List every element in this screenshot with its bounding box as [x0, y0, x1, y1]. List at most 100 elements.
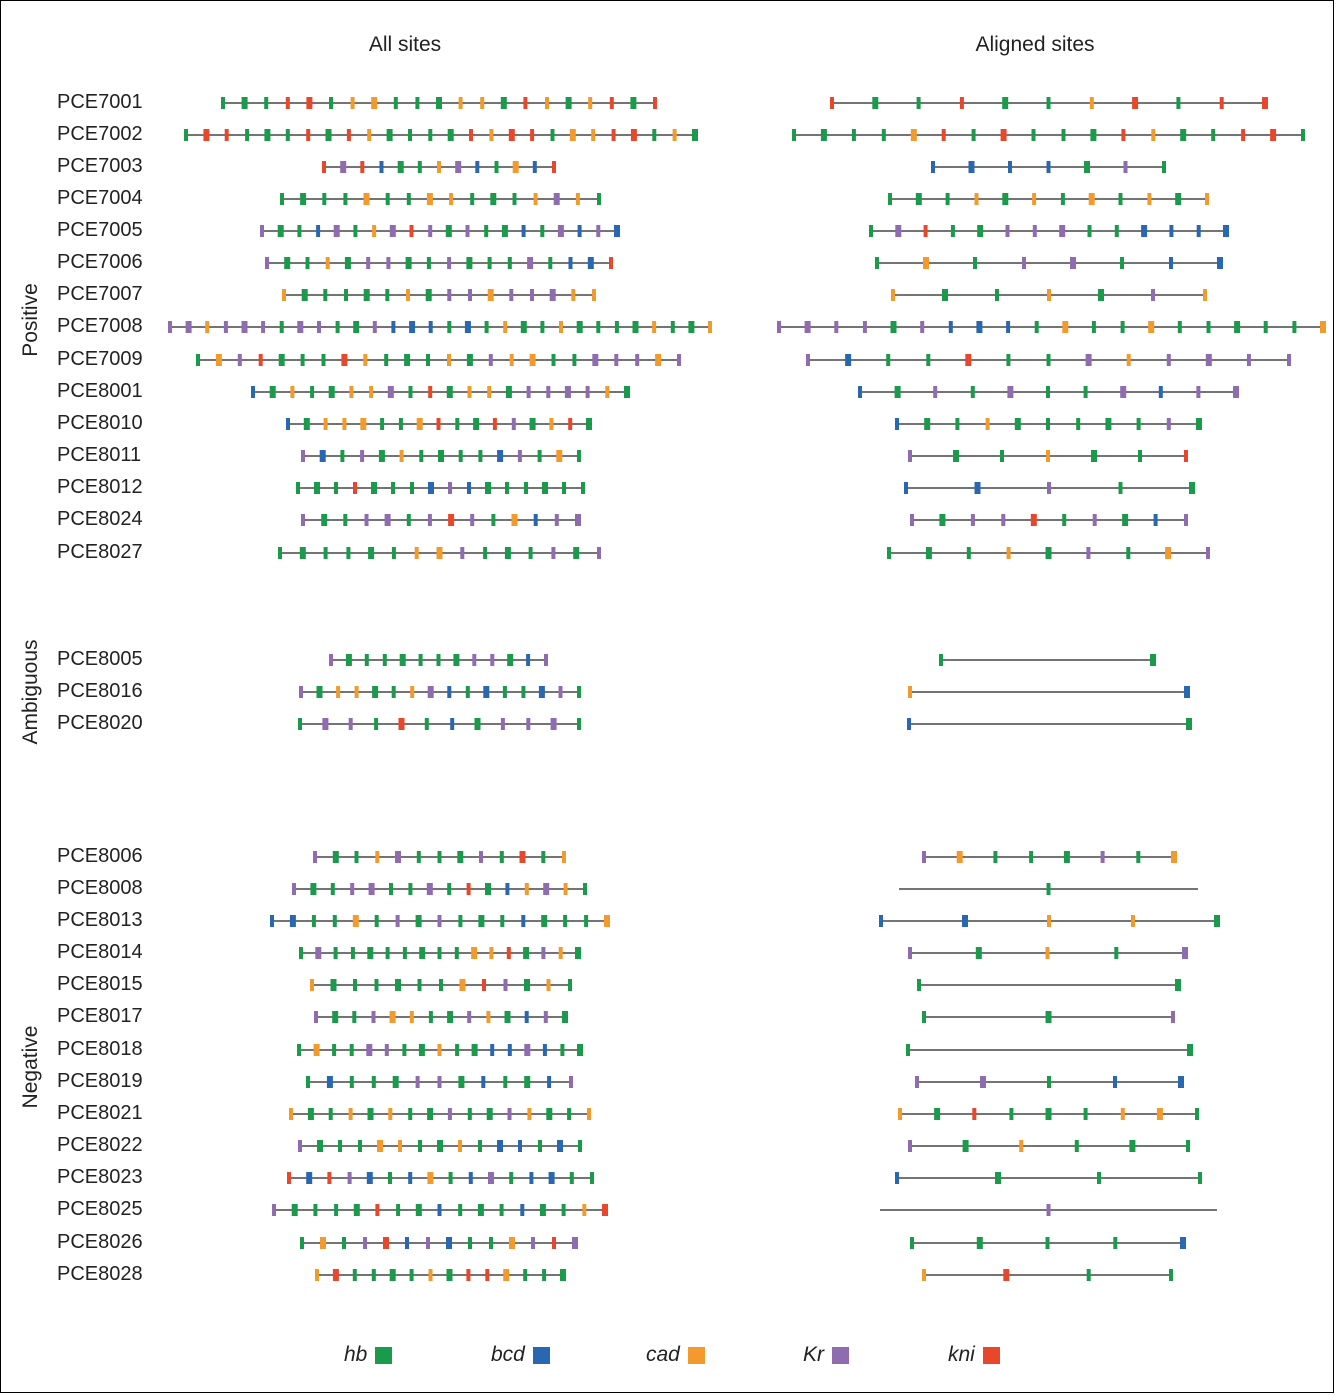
all-sites-site-marker	[436, 97, 442, 109]
aligned-sites-site-marker	[1088, 193, 1095, 205]
all-sites-site-marker	[237, 354, 242, 366]
all-sites-site-marker	[328, 386, 335, 398]
all-sites-site-marker	[338, 1140, 342, 1152]
aligned-sites-site-marker	[1169, 225, 1174, 237]
all-sites-site-marker	[321, 514, 328, 526]
aligned-sites-site-marker	[934, 1108, 941, 1120]
all-sites-site-marker	[315, 947, 322, 959]
all-sites-site-marker	[465, 225, 470, 237]
row-label: PCE7009	[57, 348, 143, 370]
aligned-sites-site-marker	[1169, 257, 1173, 269]
aligned-sites-site-marker	[1006, 354, 1011, 366]
aligned-sites-site-marker	[1132, 97, 1139, 109]
all-sites-site-marker	[563, 883, 568, 895]
aligned-sites-site-marker	[1129, 1140, 1136, 1152]
all-sites-site-marker	[391, 547, 396, 559]
all-sites-site-marker	[546, 386, 551, 398]
aligned-sites-site-marker	[977, 225, 984, 237]
aligned-sites-site-marker	[1114, 225, 1119, 237]
aligned-sites-site-marker	[1158, 386, 1163, 398]
all-sites-site-marker	[329, 654, 333, 666]
all-sites-site-marker	[389, 225, 396, 237]
all-sites-site-marker	[632, 321, 639, 333]
all-sites-site-marker	[408, 883, 413, 895]
all-sites-site-marker	[377, 1140, 383, 1152]
all-sites-site-marker	[488, 354, 493, 366]
all-sites-site-marker	[424, 718, 429, 730]
all-sites-site-marker	[383, 1237, 389, 1249]
all-sites-site-marker	[569, 1076, 573, 1088]
aligned-sites-site-marker	[1113, 1076, 1117, 1088]
aligned-sites-site-marker	[959, 97, 964, 109]
row-label: PCE8028	[57, 1263, 143, 1285]
aligned-sites-site-marker	[881, 129, 886, 141]
all-sites-site-marker	[330, 883, 335, 895]
all-sites-site-marker	[366, 257, 371, 269]
all-sites-site-marker	[398, 1140, 402, 1152]
all-sites-site-marker	[557, 1140, 563, 1152]
aligned-sites-site-marker	[1196, 225, 1201, 237]
all-sites-site-marker	[483, 547, 488, 559]
legend-cad-label: cad	[646, 1343, 680, 1366]
all-sites-site-marker	[447, 321, 452, 333]
all-sites-site-marker	[474, 718, 481, 730]
aligned-sites-site-marker	[953, 450, 959, 462]
all-sites-site-marker	[363, 193, 370, 205]
all-sites-site-marker	[573, 547, 580, 559]
all-sites-site-marker	[478, 915, 485, 927]
all-sites-site-marker	[447, 1108, 452, 1120]
all-sites-site-marker	[346, 129, 351, 141]
all-sites-site-marker	[670, 321, 675, 333]
all-sites-site-marker	[583, 883, 587, 895]
all-sites-site-marker	[427, 1108, 434, 1120]
aligned-sites-site-marker	[1097, 1172, 1101, 1184]
all-sites-site-marker	[540, 225, 545, 237]
all-sites-site-marker	[418, 1044, 425, 1056]
all-sites-site-marker	[352, 1269, 357, 1281]
all-sites-site-marker	[485, 1269, 490, 1281]
aligned-sites-site-marker	[1032, 225, 1037, 237]
aligned-sites-site-marker	[1234, 321, 1241, 333]
aligned-sites-site-marker	[923, 225, 928, 237]
all-sites-site-marker	[497, 450, 504, 462]
all-sites-site-marker	[480, 97, 485, 109]
all-sites-site-marker	[354, 686, 359, 698]
aligned-sites-site-marker	[1180, 129, 1187, 141]
all-sites-site-marker	[388, 1108, 393, 1120]
aligned-sites-site-marker	[1217, 257, 1223, 269]
all-sites-site-marker	[503, 321, 508, 333]
aligned-sites-site-marker	[1171, 851, 1177, 863]
aligned-sites-site-marker	[806, 354, 810, 366]
all-sites-site-marker	[558, 947, 563, 959]
all-sites-site-marker	[374, 979, 379, 991]
all-sites-site-marker	[597, 547, 601, 559]
row-label: PCE8019	[57, 1070, 143, 1092]
aligned-sites-site-marker	[1136, 851, 1141, 863]
all-sites-site-marker	[333, 225, 340, 237]
all-sites-site-marker	[596, 225, 601, 237]
all-sites-site-marker	[479, 851, 483, 863]
all-sites-site-marker	[509, 1172, 514, 1184]
all-sites-site-marker	[313, 851, 317, 863]
all-sites-site-marker	[528, 547, 533, 559]
aligned-sites-site-marker	[955, 418, 960, 430]
all-sites-site-marker	[490, 1044, 495, 1056]
all-sites-site-marker	[467, 1108, 472, 1120]
all-sites-site-marker	[307, 1108, 314, 1120]
all-sites-site-marker	[577, 686, 581, 698]
all-sites-site-marker	[436, 654, 441, 666]
aligned-sites-site-marker	[1126, 547, 1131, 559]
all-sites-site-marker	[326, 1076, 333, 1088]
all-sites-site-marker	[564, 386, 571, 398]
all-sites-site-marker	[297, 225, 302, 237]
aligned-sites-site-marker	[920, 321, 925, 333]
aligned-sites-site-marker	[1126, 354, 1131, 366]
aligned-sites-site-marker	[894, 386, 901, 398]
all-sites-site-marker	[354, 851, 359, 863]
all-sites-site-marker	[386, 257, 391, 269]
aligned-sites-site-marker	[974, 193, 979, 205]
all-sites-site-marker	[499, 851, 504, 863]
aligned-sites-site-marker	[1162, 161, 1166, 173]
all-sites-site-marker	[562, 1011, 568, 1023]
